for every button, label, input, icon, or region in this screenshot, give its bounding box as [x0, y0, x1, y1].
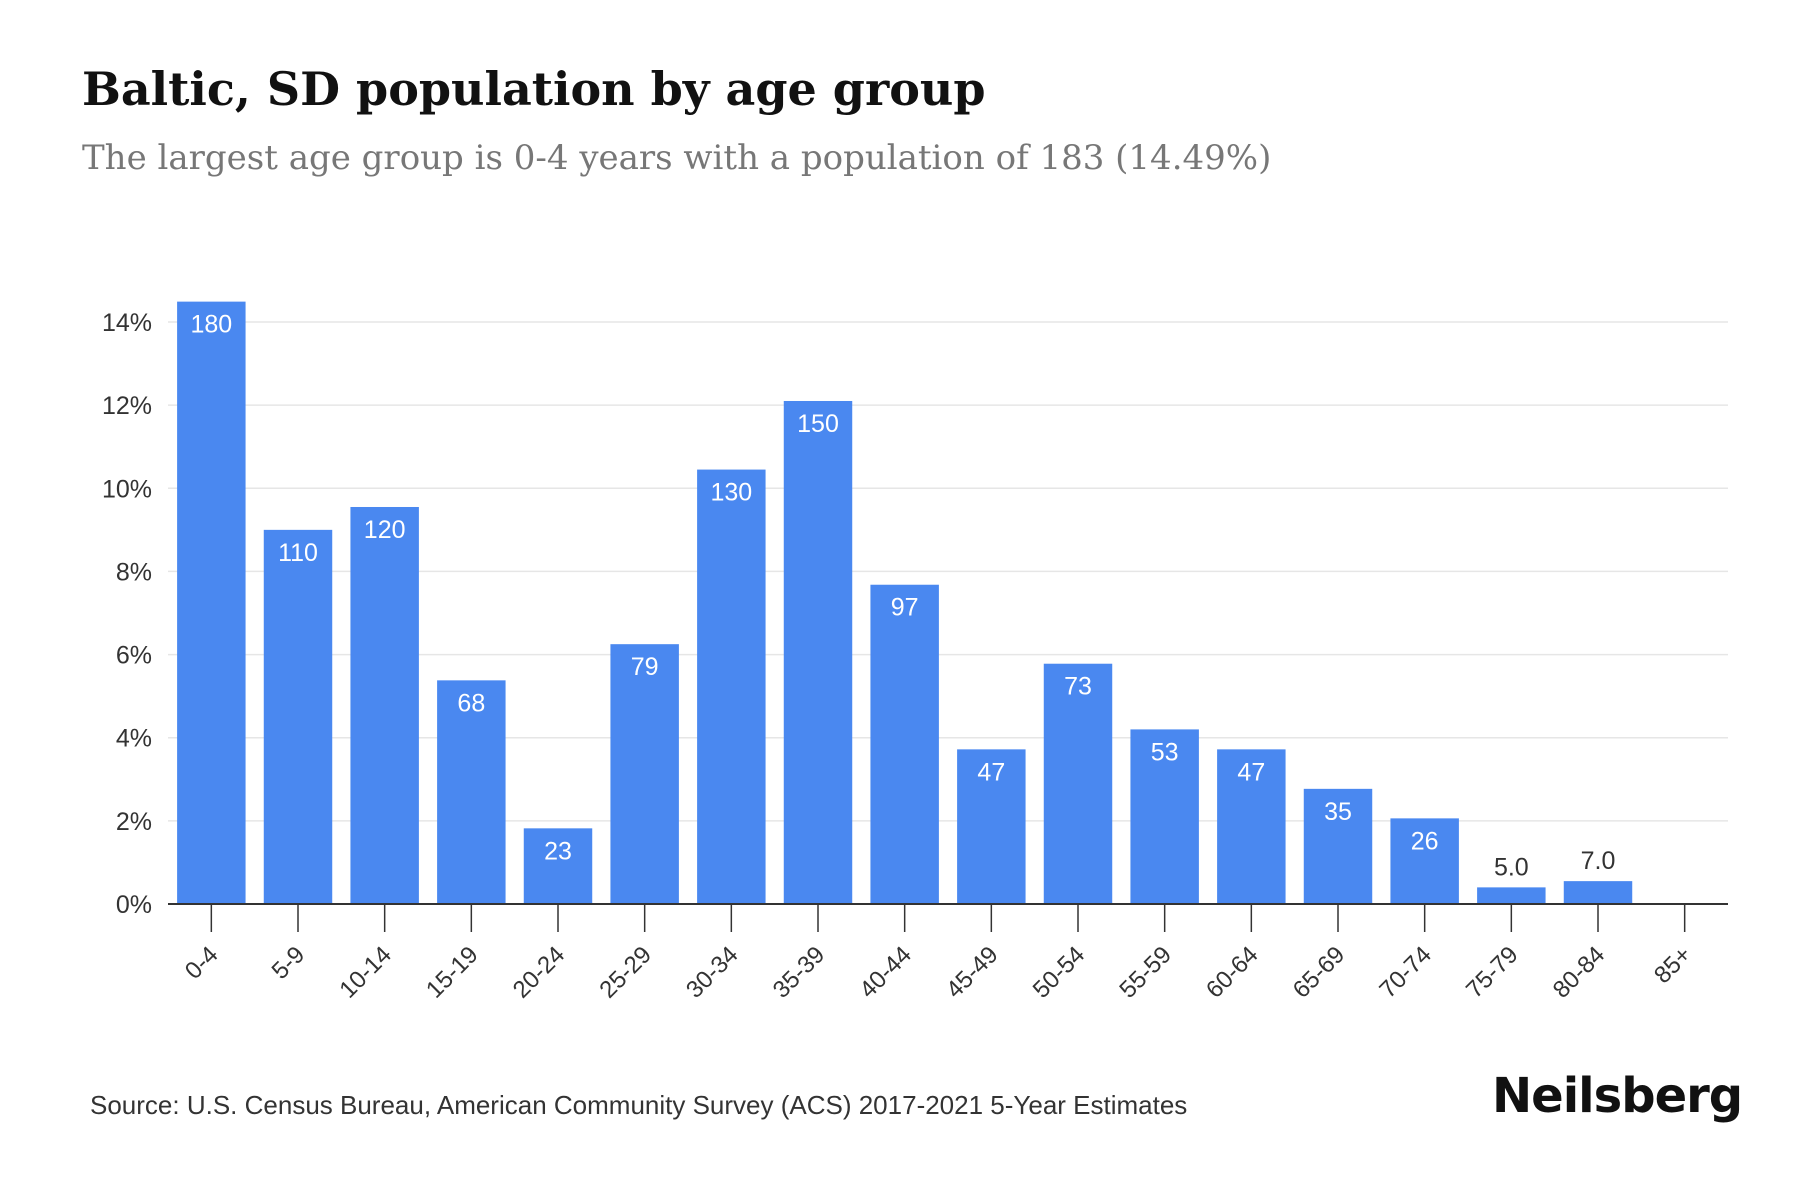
x-tick-label: 45-49 [941, 941, 1004, 1004]
y-tick-label: 12% [102, 392, 152, 420]
bars [177, 301, 1633, 904]
y-tick-label: 10% [102, 475, 152, 503]
bar-value-label: 26 [1411, 827, 1439, 855]
bar-value-label: 130 [710, 479, 752, 507]
y-axis-ticks: 0% 2% 4% 6% 8% 10% 12% 14% [102, 309, 152, 919]
bar [697, 469, 766, 904]
bar-value-label: 120 [364, 516, 406, 544]
bar [1043, 663, 1113, 904]
bar-value-label: 73 [1064, 673, 1092, 701]
bar-value-label: 97 [891, 594, 919, 622]
bar-value-label: 53 [1151, 738, 1179, 766]
x-tick-label: 70-74 [1374, 941, 1437, 1004]
x-tick-label: 35-39 [768, 941, 831, 1004]
bar [523, 828, 593, 904]
y-tick-label: 0% [116, 891, 152, 919]
x-tick-label: 85+ [1649, 941, 1697, 989]
x-tick-label: 40-44 [854, 941, 917, 1004]
x-axis-ticks: 0-4 5-9 10-14 15-19 20-24 25-29 30-34 35-39 40-4… [180, 904, 1697, 1004]
grid-lines [168, 321, 1728, 822]
chart-subtitle: The largest age group is 0-4 years with … [82, 138, 1272, 178]
bar-value-label: 35 [1324, 798, 1352, 826]
bar [1130, 729, 1199, 904]
bar [610, 644, 679, 904]
x-tick-label: 0-4 [180, 941, 224, 985]
bar [437, 680, 506, 904]
bar-value-label: 47 [977, 758, 1005, 786]
bar [177, 301, 246, 904]
x-tick-label: 60-64 [1201, 941, 1264, 1004]
bar [957, 749, 1026, 904]
bar [350, 506, 419, 904]
x-tick-label: 20-24 [508, 941, 571, 1004]
y-tick-label: 14% [102, 309, 152, 337]
bar [1303, 788, 1373, 904]
bar-value-label: 110 [278, 539, 318, 567]
y-tick-label: 2% [116, 808, 152, 836]
x-tick-label: 75-79 [1461, 941, 1524, 1004]
x-tick-label: 5-9 [267, 941, 311, 985]
y-tick-label: 6% [116, 642, 152, 670]
x-tick-label: 50-54 [1028, 941, 1091, 1004]
bar [1563, 881, 1633, 904]
bar [1390, 818, 1459, 904]
bar [783, 400, 853, 904]
bar-chart: 0% 2% 4% 6% 8% 10% 12% 14% 180 110 120 68 23 79 130 15… [102, 301, 1728, 1004]
bar-value-label: 5.0 [1494, 853, 1529, 881]
x-tick-label: 25-29 [594, 941, 657, 1004]
bar [1217, 749, 1286, 904]
bar [263, 529, 333, 904]
bar [870, 584, 939, 904]
x-tick-label: 10-14 [334, 941, 397, 1004]
bar-value-label: 180 [190, 311, 232, 339]
x-tick-label: 65-69 [1288, 941, 1351, 1004]
bar-value-label: 68 [457, 689, 485, 717]
y-tick-label: 4% [116, 725, 152, 753]
x-tick-label: 55-59 [1114, 941, 1177, 1004]
y-tick-label: 8% [116, 558, 152, 586]
bar-value-label: 150 [797, 410, 839, 438]
x-tick-label: 30-34 [681, 941, 744, 1004]
source-note: Source: U.S. Census Bureau, American Com… [90, 1090, 1188, 1120]
x-tick-label: 80-84 [1548, 941, 1611, 1004]
bar-value-label: 23 [544, 837, 572, 865]
bar-value-labels: 180 110 120 68 23 79 130 150 97 47 73 53 47 35 26 5.0 7.… [190, 311, 1615, 882]
x-tick-label: 15-19 [421, 941, 484, 1004]
bar-value-label: 79 [631, 653, 659, 681]
bar [1477, 887, 1546, 904]
neilsberg-logo: Neilsberg [1492, 1068, 1743, 1124]
chart-title: Baltic, SD population by age group [82, 62, 986, 116]
bar-value-label: 47 [1237, 758, 1265, 786]
bar-value-label: 7.0 [1581, 847, 1616, 875]
